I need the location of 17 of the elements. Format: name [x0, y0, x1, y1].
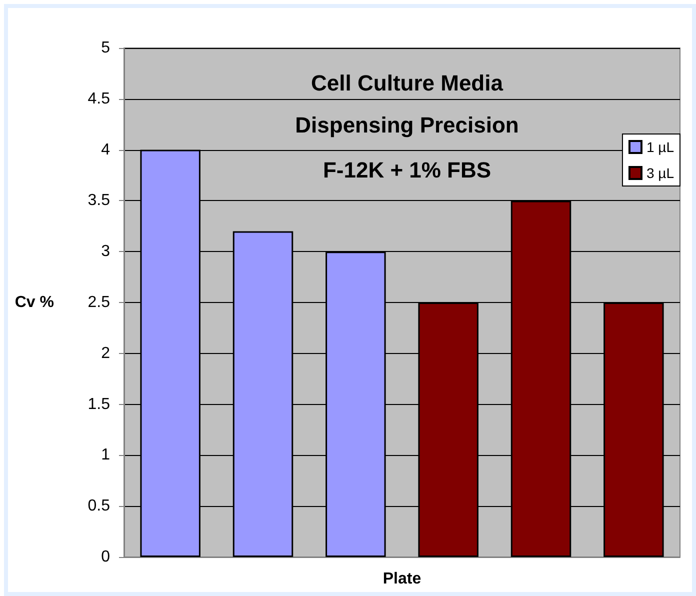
y-tick-label: 3 [101, 243, 110, 260]
y-tick-label: 4.5 [88, 90, 110, 108]
y-tick-label: 5 [101, 40, 110, 56]
y-tick-label: 3.5 [88, 192, 110, 210]
legend-label: 1 µL [646, 139, 674, 155]
y-tick-label: 4 [101, 141, 110, 158]
y-tick-label: 2 [101, 344, 110, 362]
legend-label: 3 µL [646, 165, 674, 181]
y-tick-label: 1.5 [88, 396, 110, 413]
y-tick-label: 0 [101, 548, 110, 566]
y-tick-label: 2.5 [88, 294, 110, 311]
text: Cell Culture Media Dispensing Precision [295, 70, 519, 138]
text: F-12K + 1% FBS [322, 158, 492, 182]
y-tick-label: 1 [101, 446, 110, 464]
y-axis-title: Cv % [14, 294, 54, 311]
x-axis-title: Plate [382, 570, 422, 588]
y-tick-label: 0.5 [88, 498, 110, 515]
